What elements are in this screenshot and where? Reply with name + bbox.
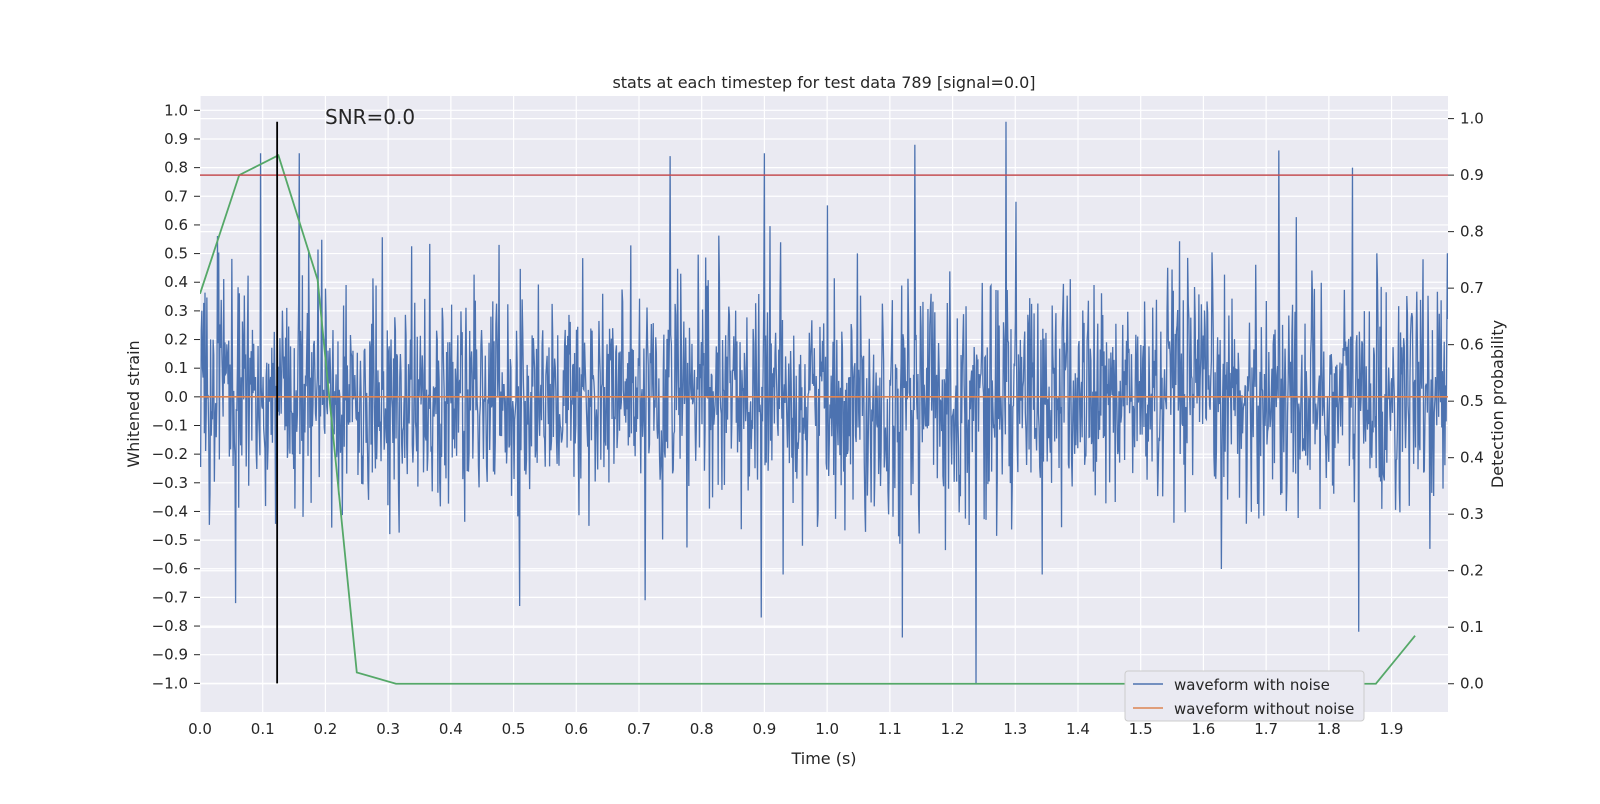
y-tick-label: −0.5 (152, 531, 188, 549)
y-axis-ticks: −1.0 −0.9 −0.8 −0.7 −0.6 −0.5 −0.4 −0.3 −0.2 −0.1… (152, 101, 200, 692)
x-tick-label: 0.7 (627, 720, 651, 738)
y2-tick-label: 0.2 (1460, 562, 1484, 580)
y-tick-label: 0.9 (164, 130, 188, 148)
y2-tick-label: 0.7 (1460, 279, 1484, 297)
x-tick-label: 1.4 (1066, 720, 1090, 738)
y-tick-label: −0.3 (152, 474, 188, 492)
y-tick-label: 0.1 (164, 359, 188, 377)
legend-label-noise: waveform with noise (1174, 676, 1330, 694)
y2-tick-label: 0.9 (1460, 166, 1484, 184)
x-tick-label: 0.9 (752, 720, 776, 738)
y-tick-label: 0.2 (164, 331, 188, 349)
x-tick-label: 1.0 (815, 720, 839, 738)
y-tick-label: −0.1 (152, 416, 188, 434)
y2-tick-label: 0.6 (1460, 336, 1484, 354)
y2-tick-label: 0.0 (1460, 675, 1484, 693)
x-tick-label: 0.1 (251, 720, 275, 738)
y-tick-label: 0.0 (164, 388, 188, 406)
legend: waveform with noise waveform without noi… (1125, 671, 1364, 721)
y-tick-label: 0.4 (164, 273, 188, 291)
y-tick-label: 0.7 (164, 187, 188, 205)
x-tick-label: 0.4 (439, 720, 463, 738)
x-tick-label: 1.9 (1380, 720, 1404, 738)
y2-tick-label: 1.0 (1460, 110, 1484, 128)
x-tick-label: 0.5 (502, 720, 526, 738)
y-tick-label: 1.0 (164, 101, 188, 119)
y-tick-label: −0.6 (152, 560, 188, 578)
y2-tick-label: 0.4 (1460, 449, 1484, 467)
y2-tick-label: 0.3 (1460, 505, 1484, 523)
x-tick-label: 0.6 (564, 720, 588, 738)
x-tick-label: 1.1 (878, 720, 902, 738)
legend-label-clean: waveform without noise (1174, 700, 1354, 718)
x-tick-label: 1.2 (941, 720, 965, 738)
x-axis-ticks: 0.0 0.1 0.2 0.3 0.4 0.5 0.6 0.7 0.8 0.9 1.0 1.1 1.2 1… (188, 720, 1403, 738)
y-tick-label: 0.3 (164, 302, 188, 320)
y-axis-label: Whitened strain (124, 340, 143, 467)
y2-tick-label: 0.5 (1460, 392, 1484, 410)
chart-title: stats at each timestep for test data 789… (612, 73, 1035, 92)
y2-axis-ticks: 0.0 0.1 0.2 0.3 0.4 0.5 0.6 0.7 0.8 0.9 1.0 (1448, 110, 1484, 693)
x-tick-label: 1.3 (1003, 720, 1027, 738)
x-tick-label: 0.2 (313, 720, 337, 738)
y2-tick-label: 0.1 (1460, 618, 1484, 636)
y-tick-label: 0.8 (164, 159, 188, 177)
y-tick-label: −0.4 (152, 502, 188, 520)
x-tick-label: 0.3 (376, 720, 400, 738)
x-axis-label: Time (s) (790, 749, 856, 768)
snr-annotation: SNR=0.0 (325, 105, 415, 129)
x-tick-label: 0.8 (690, 720, 714, 738)
y-tick-label: 0.6 (164, 216, 188, 234)
y-tick-label: −0.7 (152, 588, 188, 606)
y-tick-label: −0.9 (152, 646, 188, 664)
y-tick-label: −1.0 (152, 674, 188, 692)
x-tick-label: 1.7 (1254, 720, 1278, 738)
y-tick-label: −0.8 (152, 617, 188, 635)
x-tick-label: 1.8 (1317, 720, 1341, 738)
y2-tick-label: 0.8 (1460, 223, 1484, 241)
y-tick-label: −0.2 (152, 445, 188, 463)
y2-axis-label: Detection probability (1488, 320, 1507, 488)
y-tick-label: 0.5 (164, 245, 188, 263)
x-tick-label: 1.5 (1129, 720, 1153, 738)
x-tick-label: 1.6 (1191, 720, 1215, 738)
x-tick-label: 0.0 (188, 720, 212, 738)
